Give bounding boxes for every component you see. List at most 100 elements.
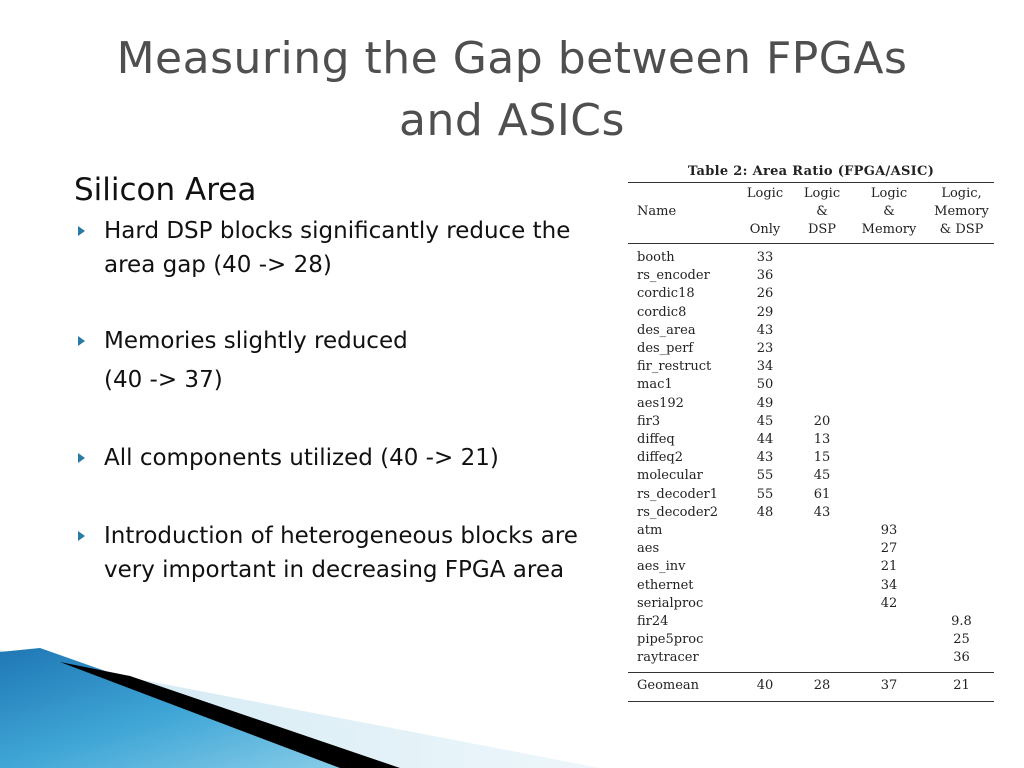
table-row: ethernet 34 (628, 577, 994, 595)
decor-black-swoosh (60, 662, 400, 768)
ratio-cell (929, 413, 994, 431)
ratio-cell: 45 (813, 468, 831, 484)
ratio-cell: 33 (756, 250, 774, 265)
section-heading: Silicon Area (74, 172, 257, 208)
ratio-cell (849, 395, 929, 413)
ratio-cell (849, 486, 929, 504)
ratio-cell (929, 431, 994, 449)
ratio-cell: 25 (953, 632, 970, 648)
ratio-cell (849, 467, 929, 485)
ratio-cell: 93 (880, 523, 898, 539)
ratio-cell: 36 (953, 650, 970, 666)
table-row: aes_inv 21 (628, 558, 994, 576)
table-row: fir24 9.8 (628, 613, 994, 631)
benchmark-name-cell: ethernet (637, 577, 694, 593)
ratio-cell: 27 (880, 541, 898, 557)
benchmark-name-cell: des_perf (637, 341, 694, 357)
ratio-cell (929, 244, 994, 268)
table-body: booth 33 rs_encoder 36 cordic18 26 cordic8 29 de… (628, 244, 994, 673)
column-header-logic-dsp: Logic & DSP (803, 186, 841, 237)
ratio-cell (795, 304, 849, 322)
benchmark-name-cell: booth (637, 250, 675, 265)
ratio-cell: 34 (880, 577, 898, 593)
benchmark-name-cell: rs_encoder (637, 268, 710, 284)
ratio-cell (849, 322, 929, 340)
ratio-cell: 55 (756, 468, 774, 484)
ratio-cell (929, 322, 994, 340)
ratio-cell: 43 (756, 322, 774, 338)
ratio-cell (849, 304, 929, 322)
benchmark-name-cell: rs_decoder2 (637, 504, 719, 520)
bullet-item: All components utilized (40 -> 21) (74, 441, 619, 475)
table-footer-row: Geomean 40 28 37 21 (628, 672, 994, 702)
ratio-cell (929, 540, 994, 558)
ratio-cell (849, 376, 929, 394)
table-row: mac1 50 (628, 376, 994, 394)
ratio-cell: 49 (756, 395, 774, 411)
decor-blue-swoosh (0, 648, 380, 768)
benchmark-name-cell: aes (637, 541, 660, 557)
slide-title-line-2: and ASICs (399, 95, 625, 146)
table-row: atm 93 (628, 522, 994, 540)
ratio-cell (795, 376, 849, 394)
column-header-logic-memory-dsp: Logic, Memory & DSP (934, 186, 989, 237)
bullet-arrow-icon (78, 531, 85, 541)
ratio-cell (929, 467, 994, 485)
bullet-item: Memories slightly reduced (74, 324, 619, 358)
ratio-cell (795, 649, 849, 672)
ratio-cell (929, 595, 994, 613)
benchmark-name-cell: diffeq2 (637, 450, 684, 466)
ratio-cell (929, 449, 994, 467)
decor-pale-swoosh (0, 650, 600, 768)
footer-label: Geomean (637, 677, 700, 693)
ratio-cell (929, 558, 994, 576)
table-row: molecular 55 45 (628, 467, 994, 485)
ratio-cell (735, 613, 795, 631)
table-row: aes 27 (628, 540, 994, 558)
bullet-continuation: (40 -> 37) (104, 367, 223, 393)
table-row: cordic18 26 (628, 285, 994, 303)
ratio-cell (795, 577, 849, 595)
footer-cell: 21 (953, 677, 970, 693)
footer-cell: 40 (756, 677, 774, 693)
table-row: rs_decoder2 48 43 (628, 504, 994, 522)
ratio-cell: 34 (756, 359, 774, 375)
benchmark-name-cell: fir3 (637, 413, 661, 429)
benchmark-name-cell: atm (637, 523, 663, 539)
ratio-cell (929, 267, 994, 285)
ratio-cell (849, 358, 929, 376)
ratio-cell (795, 595, 849, 613)
bullet-item: Introduction of heterogeneous blocks are… (74, 519, 619, 587)
ratio-cell (929, 504, 994, 522)
ratio-cell: 36 (756, 268, 774, 284)
table-row: fir3 45 20 (628, 413, 994, 431)
benchmark-name-cell: aes192 (637, 395, 684, 411)
table-header-row: Name Logic Only Logic & DSP Logic & Memo… (628, 182, 994, 244)
benchmark-name-cell: mac1 (637, 377, 673, 393)
footer-cell: 28 (813, 677, 831, 693)
table-row: aes192 49 (628, 395, 994, 413)
table-row: rs_encoder 36 (628, 267, 994, 285)
ratio-cell: 43 (813, 504, 831, 520)
column-header-logic-only: Logic Only (746, 186, 784, 237)
benchmark-name-cell: cordic8 (637, 304, 687, 320)
ratio-cell (795, 358, 849, 376)
ratio-cell (929, 395, 994, 413)
ratio-cell (735, 577, 795, 595)
ratio-cell (849, 504, 929, 522)
benchmark-name-cell: des_area (637, 322, 696, 338)
ratio-cell (795, 395, 849, 413)
ratio-cell (795, 522, 849, 540)
ratio-cell: 20 (813, 413, 831, 429)
table-row: booth 33 (628, 244, 994, 268)
ratio-cell (795, 244, 849, 268)
table-row: rs_decoder1 55 61 (628, 486, 994, 504)
ratio-cell (849, 431, 929, 449)
ratio-cell (795, 322, 849, 340)
table-row: serialproc 42 (628, 595, 994, 613)
ratio-cell: 23 (756, 341, 774, 357)
ratio-cell (795, 631, 849, 649)
ratio-cell (849, 449, 929, 467)
slide-title: Measuring the Gap between FPGAs and ASIC… (40, 28, 984, 152)
benchmark-name-cell: molecular (637, 468, 703, 484)
